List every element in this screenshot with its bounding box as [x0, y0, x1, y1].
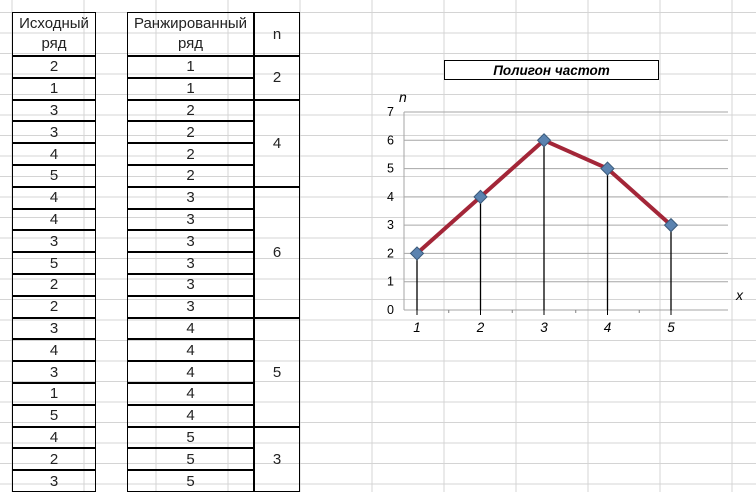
- svg-text:1: 1: [413, 320, 421, 335]
- svg-text:4: 4: [387, 190, 394, 204]
- svg-text:5: 5: [387, 162, 394, 176]
- svg-text:5: 5: [667, 320, 675, 335]
- svg-text:6: 6: [387, 133, 394, 147]
- svg-text:4: 4: [604, 320, 612, 335]
- svg-text:1: 1: [387, 275, 394, 289]
- svg-text:2: 2: [387, 246, 394, 260]
- svg-text:2: 2: [476, 320, 485, 335]
- svg-text:0: 0: [387, 303, 394, 317]
- svg-text:n: n: [399, 89, 407, 105]
- svg-text:3: 3: [387, 218, 394, 232]
- svg-text:3: 3: [540, 320, 548, 335]
- svg-text:7: 7: [387, 105, 394, 119]
- svg-text:x: x: [735, 287, 744, 303]
